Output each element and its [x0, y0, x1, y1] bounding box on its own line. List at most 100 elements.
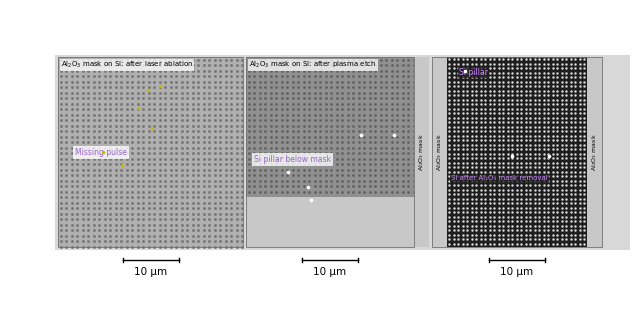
Point: [489, 61, 499, 66]
Point: [149, 134, 159, 139]
Point: [299, 68, 309, 73]
Point: [321, 134, 331, 139]
Bar: [58, 57, 243, 247]
Point: [111, 123, 121, 128]
Point: [321, 140, 331, 145]
Point: [354, 107, 364, 112]
Point: [467, 79, 477, 84]
Point: [444, 223, 454, 228]
Point: [453, 93, 463, 98]
Point: [408, 183, 419, 189]
Point: [72, 68, 83, 73]
Point: [188, 173, 198, 178]
Point: [498, 210, 508, 215]
Point: [88, 74, 99, 79]
Point: [321, 90, 331, 95]
Point: [143, 87, 153, 93]
Point: [507, 210, 517, 215]
Point: [111, 68, 121, 73]
Point: [408, 156, 419, 161]
Point: [408, 162, 419, 167]
Point: [453, 228, 463, 233]
Point: [88, 173, 99, 178]
Point: [282, 101, 292, 106]
Point: [266, 123, 276, 128]
Point: [408, 173, 419, 178]
Point: [484, 205, 495, 211]
Point: [354, 112, 364, 117]
Point: [166, 195, 176, 200]
Point: [543, 174, 554, 179]
Point: [498, 241, 508, 247]
Point: [570, 133, 580, 138]
Point: [105, 150, 115, 156]
Point: [255, 112, 265, 117]
Point: [304, 57, 314, 62]
Point: [132, 189, 143, 194]
Point: [462, 115, 472, 120]
Point: [539, 88, 549, 93]
Point: [122, 112, 132, 117]
Point: [244, 156, 254, 161]
Point: [166, 129, 176, 134]
Point: [100, 150, 110, 156]
Point: [94, 63, 104, 68]
Point: [543, 133, 554, 138]
Point: [444, 61, 454, 66]
Point: [171, 200, 181, 205]
Point: [337, 96, 348, 101]
Point: [570, 187, 580, 192]
Point: [476, 205, 486, 211]
Point: [471, 241, 481, 247]
Point: [511, 201, 522, 206]
Point: [193, 233, 204, 238]
Point: [376, 63, 386, 68]
Point: [370, 129, 380, 134]
Point: [444, 205, 454, 211]
Point: [453, 223, 463, 228]
Point: [403, 90, 413, 95]
Point: [193, 96, 204, 101]
Point: [198, 228, 209, 233]
Bar: [246, 57, 414, 197]
Point: [143, 101, 154, 106]
Point: [232, 63, 242, 68]
Point: [210, 228, 220, 233]
Point: [315, 134, 325, 139]
Point: [221, 222, 231, 227]
Point: [237, 156, 248, 161]
Point: [337, 74, 348, 79]
Point: [287, 96, 298, 101]
Point: [570, 165, 580, 170]
Point: [188, 140, 198, 145]
Point: [160, 189, 170, 194]
Point: [77, 183, 88, 189]
Point: [403, 117, 413, 123]
Point: [548, 205, 558, 211]
Point: [516, 97, 526, 102]
Point: [255, 57, 265, 62]
Point: [260, 183, 270, 189]
Point: [226, 167, 236, 172]
Point: [127, 140, 138, 145]
Point: [493, 79, 504, 84]
Point: [122, 244, 132, 249]
Point: [221, 101, 231, 106]
Point: [310, 145, 320, 150]
Point: [575, 228, 585, 233]
Point: [462, 232, 472, 237]
Bar: [55, 55, 630, 250]
Point: [471, 160, 481, 165]
Point: [539, 119, 549, 125]
Point: [557, 115, 567, 120]
Point: [210, 200, 220, 205]
Point: [552, 111, 563, 116]
Point: [557, 205, 567, 211]
Point: [354, 189, 364, 194]
Point: [221, 145, 231, 150]
Point: [370, 117, 380, 123]
Point: [282, 79, 292, 84]
Point: [539, 79, 549, 84]
Point: [449, 205, 459, 211]
Point: [498, 57, 508, 62]
